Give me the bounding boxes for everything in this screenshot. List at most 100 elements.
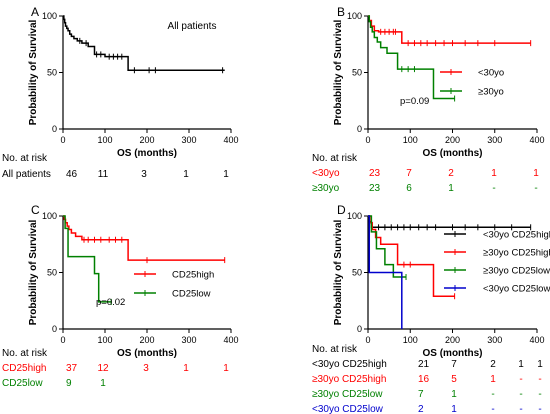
panel-b-risk-value-1-4: - (534, 183, 537, 194)
panel-a-risk-header: No. at risk (2, 153, 48, 164)
panel-c-risk-value-0-4: 1 (223, 363, 229, 374)
panel-d-risk-value-1-3: - (519, 374, 522, 385)
panel-c-y-axis-label: Probability of Survival (28, 219, 39, 325)
panel-d-risk-row-label-2: ≥30yo CD25low (312, 389, 383, 400)
panel-a-y-tick-label: 0 (52, 124, 57, 134)
panel-d-risk-value-0-4: 1 (537, 359, 543, 370)
panel-d-risk-value-1-2: 1 (490, 374, 496, 385)
panel-c-x-axis-label: OS (months) (117, 348, 177, 359)
panel-b-x-axis-label: OS (months) (423, 148, 483, 159)
panel-a-x-tick-label: 100 (97, 135, 112, 145)
panel-d-risk-value-3-1: 1 (451, 404, 457, 414)
panel-a-x-axis-label: OS (months) (117, 148, 177, 159)
panel-b-risk-value-0-0: 23 (369, 168, 381, 179)
panel-b-y-axis-label: Probability of Survival (333, 19, 344, 125)
panel-c-risk-header: No. at risk (2, 348, 48, 359)
panel-d-risk-value-1-0: 16 (418, 374, 430, 385)
panel-a-x-tick-label: 0 (60, 135, 65, 145)
panel-d-label: D (337, 203, 346, 217)
panel-c-legend-label-1: CD25low (172, 289, 211, 300)
panel-b-legend-label-1: ≥30yo (478, 87, 504, 98)
panel-d-risk-value-3-3: - (519, 404, 522, 414)
panel-d-risk-value-3-4: - (538, 404, 541, 414)
panel-b-p-value: p=0.09 (400, 96, 429, 107)
panel-b-x-tick-label: 200 (445, 135, 460, 145)
panel-b-risk-header: No. at risk (312, 153, 358, 164)
panel-a-x-tick-label: 400 (223, 135, 238, 145)
panel-c-x-tick-label: 100 (97, 335, 112, 345)
panel-d-risk-value-0-1: 7 (451, 359, 457, 370)
panel-d-x-tick-label: 400 (529, 335, 544, 345)
panel-c-y-tick-label: 100 (42, 211, 57, 221)
panel-d-y-axis-label: Probability of Survival (333, 219, 344, 325)
panel-c-risk-row-label-0: CD25high (2, 363, 46, 374)
panel-d-y-tick-label: 0 (357, 324, 362, 334)
panel-d-risk-row-label-1: ≥30yo CD25high (312, 374, 386, 385)
panel-d-risk-value-2-1: 1 (451, 389, 457, 400)
panel-d-y-tick-label: 100 (347, 211, 362, 221)
panel-d-risk-value-1-4: - (538, 374, 541, 385)
panel-d-legend-label-3: <30yo CD25low (483, 284, 550, 295)
panel-c-series-1-line (63, 215, 112, 303)
panel-b-risk-row-label-1: ≥30yo (312, 183, 340, 194)
panel-b-x-tick-label: 400 (529, 135, 544, 145)
panel-a-x-tick-label: 200 (139, 135, 154, 145)
panel-b-label: B (337, 5, 345, 19)
panel-a-risk-value-0-3: 1 (183, 169, 189, 180)
panel-b-risk-value-0-4: 1 (533, 168, 539, 179)
panel-d-x-tick-label: 0 (365, 335, 370, 345)
panel-b-legend-label-0: <30yo (478, 68, 504, 79)
panel-d-legend-label-1: ≥30yo CD25high (483, 248, 550, 259)
panel-a-risk-value-0-2: 3 (141, 169, 147, 180)
panel-c-risk-row-label-1: CD25low (2, 378, 43, 389)
panel-c-y-tick-label: 0 (52, 324, 57, 334)
panel-c-risk-value-0-1: 12 (97, 363, 109, 374)
panel-b-y-tick-label: 50 (352, 68, 362, 78)
panel-c-x-tick-label: 200 (139, 335, 154, 345)
panel-d-risk-header: No. at risk (312, 344, 358, 355)
panel-c-risk-value-0-0: 37 (66, 363, 78, 374)
panel-b-risk-value-0-3: 1 (491, 168, 497, 179)
panel-d-x-tick-label: 300 (487, 335, 502, 345)
panel-b-x-tick-label: 100 (403, 135, 418, 145)
panel-c-risk-value-0-3: 1 (183, 363, 189, 374)
panel-c-risk-value-1-1: 1 (100, 378, 106, 389)
panel-d-risk-value-2-3: - (519, 389, 522, 400)
panel-b-x-tick-label: 300 (487, 135, 502, 145)
panel-a-x-tick-label: 300 (181, 135, 196, 145)
panel-a-title: All patients (168, 21, 217, 32)
panel-d-series-1-line (368, 215, 455, 297)
panel-d-risk-value-2-4: - (538, 389, 541, 400)
panel-b-y-tick-label: 0 (357, 124, 362, 134)
panel-d-x-axis-label: OS (months) (423, 348, 483, 359)
panel-b-x-tick-label: 0 (365, 135, 370, 145)
panel-d-y-tick-label: 50 (352, 268, 362, 278)
panel-c-risk-value-0-2: 3 (143, 363, 149, 374)
panel-d-risk-value-3-0: 2 (418, 404, 424, 414)
panel-d-risk-value-0-2: 2 (490, 359, 496, 370)
panel-b-series-0-line (368, 15, 531, 44)
panel-b-risk-value-1-2: 1 (448, 183, 454, 194)
panel-a-y-axis-label: Probability of Survival (28, 19, 39, 125)
panel-b-risk-value-0-2: 2 (448, 168, 454, 179)
panel-d-series-3-line (368, 215, 403, 329)
panel-b-y-tick-label: 100 (347, 11, 362, 21)
panel-c-x-tick-label: 0 (60, 335, 65, 345)
panel-a-y-tick-label: 100 (42, 11, 57, 21)
panel-a-label: A (31, 5, 39, 19)
panel-b-risk-value-0-1: 7 (406, 168, 412, 179)
panel-d-risk-value-2-2: - (491, 389, 494, 400)
panel-a-y-tick-label: 50 (47, 68, 57, 78)
panel-c-legend-label-0: CD25high (172, 270, 214, 281)
panel-a-risk-value-0-1: 11 (98, 169, 109, 180)
panel-b-risk-value-1-1: 6 (406, 183, 412, 194)
panel-d-risk-row-label-3: <30yo CD25low (312, 404, 384, 414)
panel-d-x-tick-label: 200 (445, 335, 460, 345)
panel-d-risk-row-label-0: <30yo CD25high (312, 359, 387, 370)
panel-c-risk-value-1-0: 9 (66, 378, 72, 389)
panel-b-series-1-line (368, 15, 455, 100)
panel-c-x-tick-label: 300 (181, 335, 196, 345)
panel-b-risk-value-1-3: - (492, 183, 495, 194)
panel-d-risk-value-2-0: 7 (418, 389, 424, 400)
panel-b-risk-row-label-0: <30yo (312, 168, 340, 179)
